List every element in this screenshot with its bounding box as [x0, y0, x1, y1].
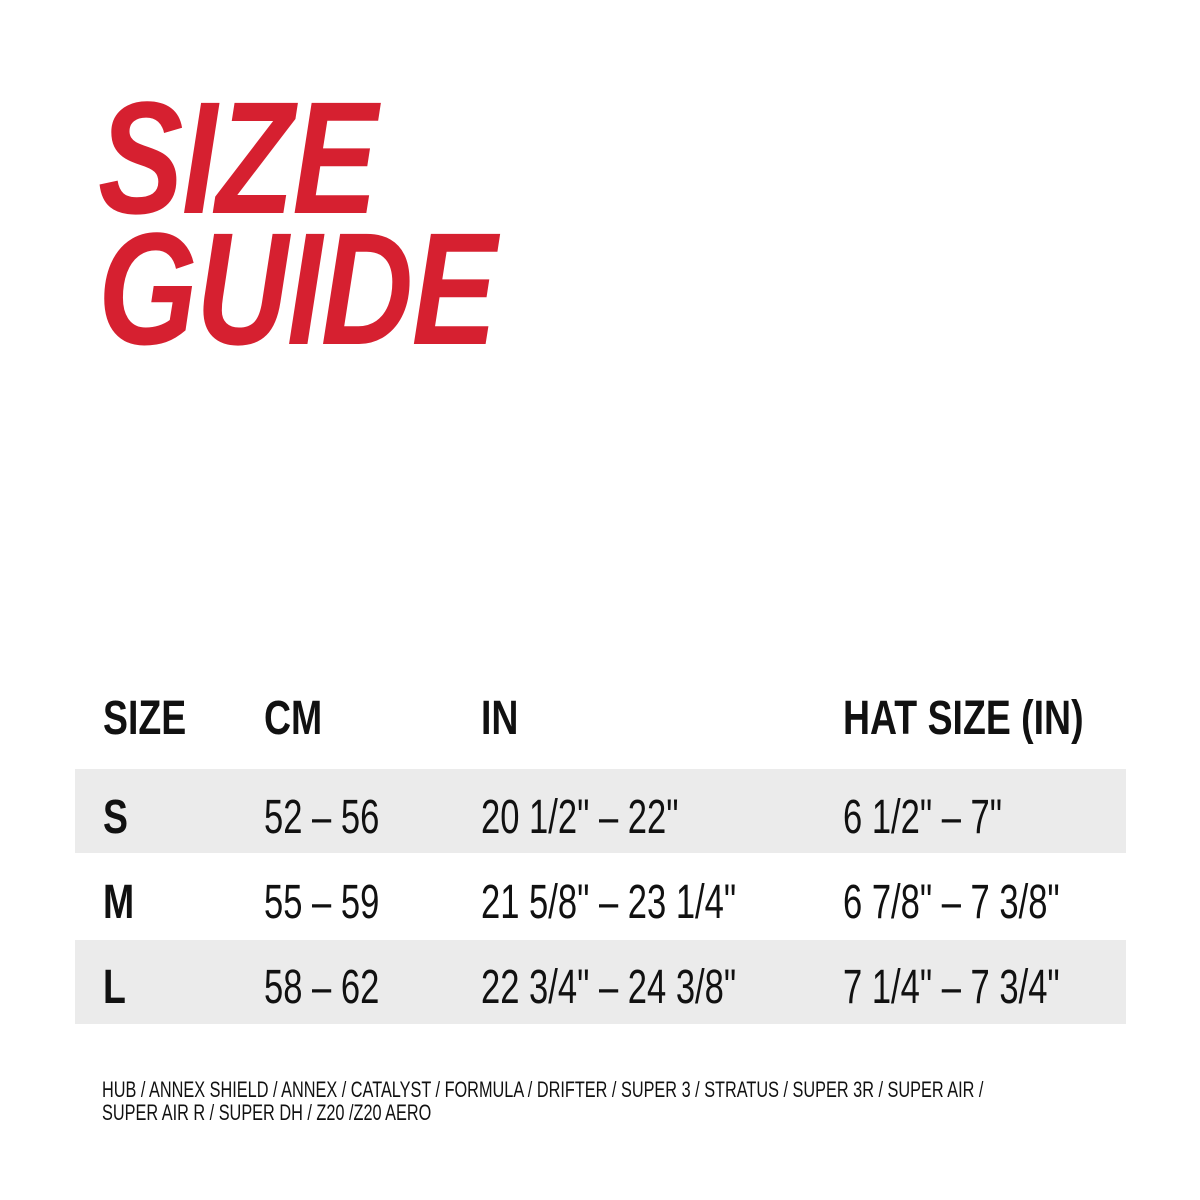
cell-hat: 7 1/4" – 7 3/4" — [843, 961, 1060, 1014]
row-band-l — [75, 940, 1126, 1024]
cell-in: 21 5/8" – 23 1/4" — [481, 876, 737, 929]
header-in: IN — [481, 692, 519, 745]
cell-hat: 6 7/8" – 7 3/8" — [843, 876, 1060, 929]
cell-cm: 58 – 62 — [264, 961, 380, 1014]
footer-line-1: HUB / ANNEX SHIELD / ANNEX / CATALYST / … — [102, 1077, 984, 1102]
compatible-models-note: HUB / ANNEX SHIELD / ANNEX / CATALYST / … — [102, 1078, 1200, 1124]
cell-size: L — [103, 961, 126, 1014]
header-hat-size: HAT SIZE (IN) — [843, 692, 1084, 745]
header-cm: CM — [264, 692, 323, 745]
cell-cm: 52 – 56 — [264, 791, 380, 844]
title-line-1: SIZE — [98, 68, 378, 247]
cell-size: S — [103, 791, 128, 844]
header-size: SIZE — [103, 692, 187, 745]
title-line-2: GUIDE — [98, 199, 497, 378]
footer-line-2: SUPER AIR R / SUPER DH / Z20 /Z20 AERO — [102, 1100, 432, 1125]
cell-size: M — [103, 876, 135, 929]
cell-cm: 55 – 59 — [264, 876, 380, 929]
cell-hat: 6 1/2" – 7" — [843, 791, 1003, 844]
row-band-s — [75, 769, 1126, 853]
cell-in: 22 3/4" – 24 3/8" — [481, 961, 737, 1014]
cell-in: 20 1/2" – 22" — [481, 791, 679, 844]
